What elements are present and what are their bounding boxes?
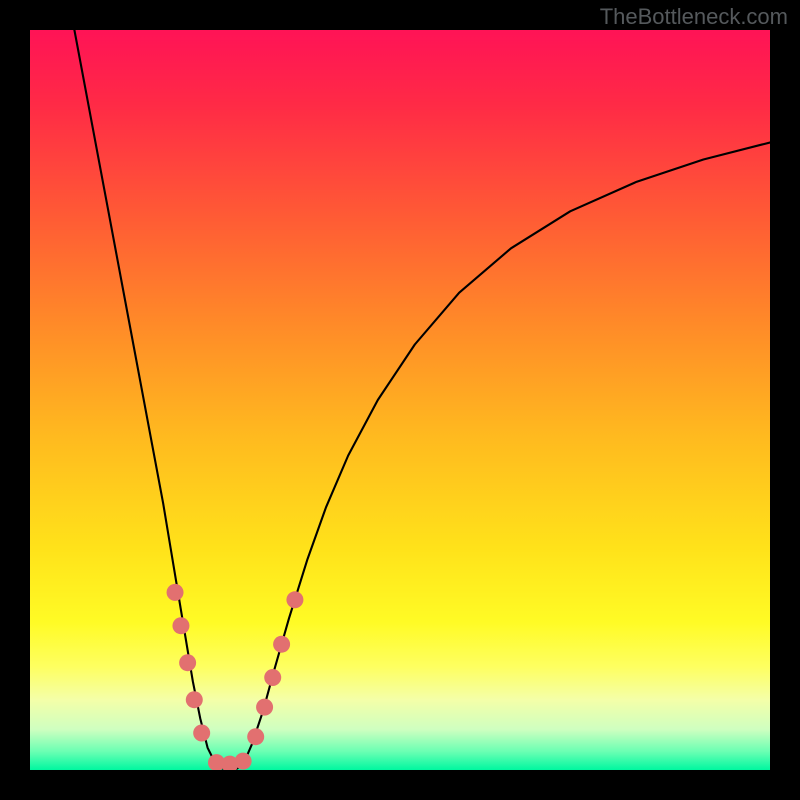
curve-marker (193, 725, 210, 742)
curve-marker (256, 699, 273, 716)
curve-marker (264, 669, 281, 686)
watermark-label: TheBottleneck.com (600, 4, 788, 30)
curve-marker (179, 654, 196, 671)
gradient-background (30, 30, 770, 770)
chart-frame (30, 30, 770, 770)
curve-marker (273, 636, 290, 653)
curve-marker (235, 753, 252, 770)
curve-marker (172, 617, 189, 634)
curve-marker (247, 728, 264, 745)
curve-marker (167, 584, 184, 601)
curve-marker (186, 691, 203, 708)
plot-area (30, 30, 770, 770)
curve-marker (286, 591, 303, 608)
